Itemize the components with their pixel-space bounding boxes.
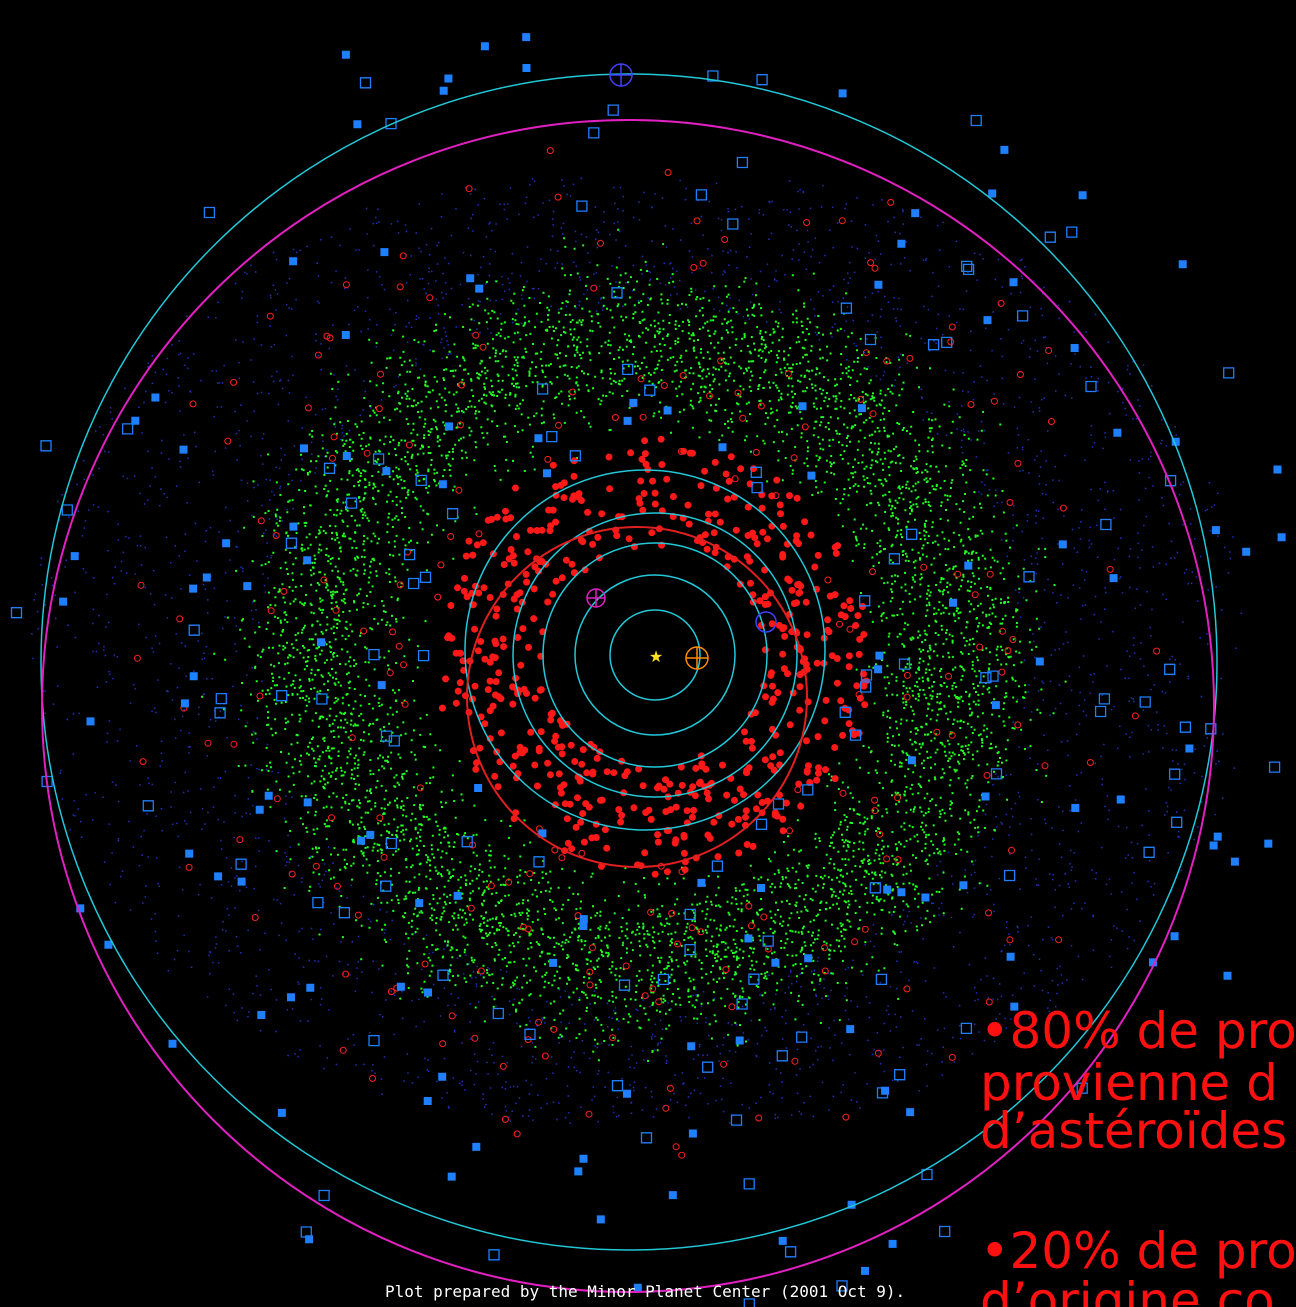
main-belt	[201, 228, 1067, 1062]
bullet-line: •80% de pro	[980, 1002, 1296, 1060]
orbit	[512, 512, 798, 798]
orbit	[464, 469, 826, 831]
planet	[610, 64, 632, 86]
bullet-line: d’origine co	[980, 1272, 1275, 1307]
footer-credit: Plot prepared by the Minor Planet Center…	[385, 1282, 905, 1301]
sun: ★	[649, 647, 663, 666]
planets	[586, 63, 777, 670]
outer-red-objects	[133, 147, 1161, 1159]
blue-objects	[59, 33, 1286, 1292]
planet	[755, 611, 777, 633]
bullet-line: d’astéroïdes	[980, 1102, 1287, 1160]
orbit	[466, 526, 808, 868]
orbit	[609, 609, 701, 701]
orbit	[574, 574, 736, 736]
orbit	[41, 119, 1215, 1293]
blue-open-objects	[10, 70, 1281, 1307]
planet	[686, 647, 708, 669]
bullet-line: provienne d	[980, 1054, 1278, 1112]
object-dots	[10, 33, 1286, 1307]
orbit	[542, 542, 768, 768]
bullet-line: •20% de pro	[980, 1222, 1296, 1280]
orbits	[40, 73, 1218, 1293]
planet	[587, 589, 605, 607]
bullet-list: •80% de pro provienne d d’astéroïdes •20…	[980, 1002, 1296, 1307]
inner-objects	[438, 435, 870, 878]
orbit	[40, 73, 1218, 1251]
